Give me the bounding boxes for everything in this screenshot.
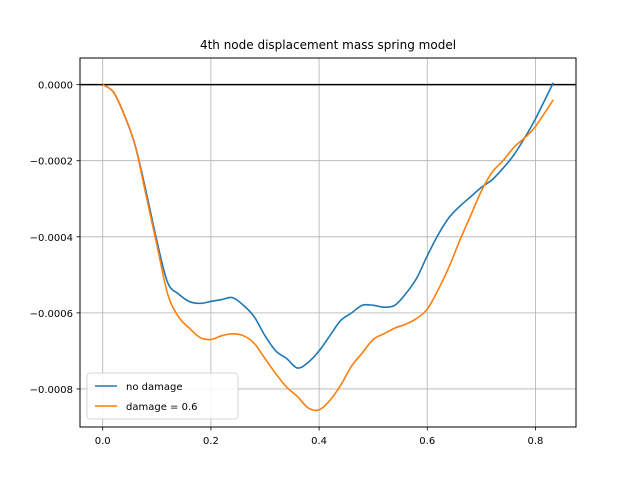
x-tick-label: 0.6	[419, 436, 435, 447]
x-tick-label: 0.4	[311, 436, 327, 447]
x-tick-label: 0.8	[527, 436, 543, 447]
axis-ticks: 0.0 0.2 0.4 0.6 0.8 0.0000 −0.0002 −0.0004 −0.00…	[30, 81, 544, 447]
plot-frame	[79, 57, 577, 428]
y-tick-label: 0.0000	[38, 81, 73, 92]
y-tick-label: −0.0004	[30, 233, 73, 244]
series-line-damage	[102, 83, 554, 412]
x-tick-label: 0.0	[95, 436, 111, 447]
x-tick-label: 0.2	[203, 436, 219, 447]
legend-label: damage = 0.6	[126, 402, 197, 413]
series-lines	[102, 82, 554, 412]
series-line-no-damage	[102, 82, 554, 369]
legend: no damage damage = 0.6	[86, 372, 239, 420]
y-tick-label: −0.0008	[30, 385, 73, 396]
legend-box	[86, 372, 239, 420]
chart-title: 4th node displacement mass spring model	[200, 38, 456, 52]
legend-label: no damage	[126, 382, 182, 393]
y-tick-label: −0.0006	[30, 309, 73, 320]
y-tick-label: −0.0002	[30, 157, 73, 168]
